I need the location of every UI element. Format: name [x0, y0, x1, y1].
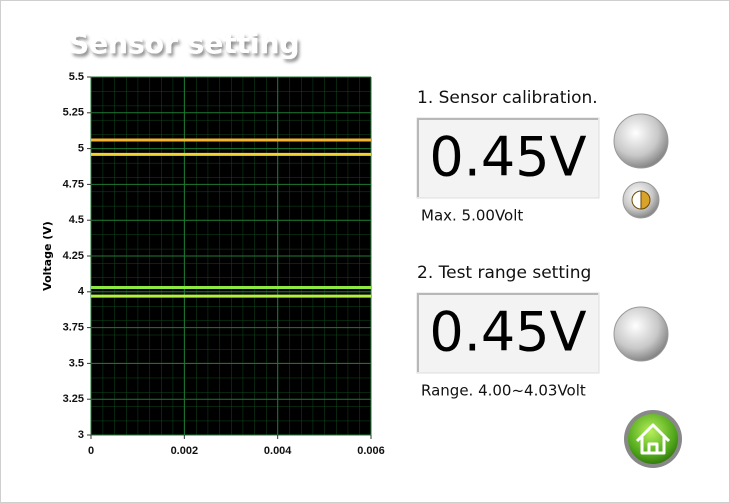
page-title: Sensor setting	[69, 27, 300, 60]
display-box	[416, 292, 600, 374]
display-value: 0.45V	[429, 301, 586, 364]
x-tick-label: 0.006	[357, 445, 385, 457]
home-button[interactable]	[624, 410, 682, 468]
info-text: Range. 4.00~4.03Volt	[421, 382, 586, 400]
x-tick-label: 0.004	[264, 445, 292, 457]
y-tick-label: 4	[78, 286, 85, 298]
range-button[interactable]	[613, 306, 669, 362]
y-tick-label: 5.5	[69, 71, 84, 83]
y-tick-label: 5.25	[63, 107, 84, 119]
y-tick-label: 5	[78, 143, 84, 155]
y-tick-label: 3.5	[69, 357, 84, 369]
y-tick-label: 4.75	[63, 178, 84, 190]
x-tick-label: 0.002	[171, 445, 199, 457]
section-label: 1. Sensor calibration.	[417, 88, 598, 108]
info-text: Max. 5.00Volt	[421, 207, 523, 225]
section-label: 2. Test range setting	[417, 263, 591, 283]
x-tick-label: 0	[88, 445, 94, 457]
y-tick-label: 3.25	[63, 393, 84, 405]
y-tick-label: 3	[78, 429, 84, 441]
display-value: 0.45V	[429, 126, 586, 189]
y-tick-label: 4.25	[63, 250, 84, 262]
y-tick-label: 3.75	[63, 322, 84, 334]
y-axis-title: Voltage (V)	[41, 221, 54, 291]
y-tick-label: 4.5	[69, 214, 84, 226]
calibrate-button[interactable]	[613, 113, 669, 169]
